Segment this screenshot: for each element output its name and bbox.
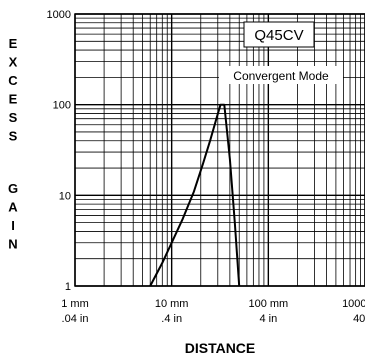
- y-tick-label: 10: [59, 190, 71, 202]
- y-tick-labels: 1 10 100 1000: [47, 9, 71, 293]
- x-tick-label-mm: 10 mm: [155, 298, 189, 310]
- x-tick-label-in: 40 in: [353, 313, 365, 325]
- y-tick-label: 100: [53, 100, 71, 112]
- y-axis-title-letter: X: [9, 55, 18, 70]
- x-tick-labels: 1 mm .04 in 10 mm .4 in 100 mm 4 in 1000 mm 40 …: [61, 298, 365, 325]
- mode-label: Convergent Mode: [233, 69, 329, 83]
- model-label-box: Q45CV: [243, 21, 315, 48]
- grid-major-lines: [74, 13, 365, 287]
- y-axis-title-letter: N: [8, 237, 17, 252]
- y-axis-title-letter: A: [8, 200, 18, 215]
- y-axis-title-letter: E: [9, 92, 18, 107]
- y-axis-title-letter: G: [8, 181, 18, 196]
- y-axis-title-letter: I: [11, 218, 15, 233]
- x-axis-title: DISTANCE: [185, 340, 256, 356]
- plot-frame: [74, 13, 365, 287]
- y-axis-title-letter: C: [8, 73, 18, 88]
- x-tick-label-in: .4 in: [161, 313, 182, 325]
- y-axis-title-letter: E: [9, 36, 18, 51]
- x-tick-label-mm: 100 mm: [248, 298, 288, 310]
- x-tick-label-in: .04 in: [62, 313, 89, 325]
- x-tick-label-in: 4 in: [259, 313, 277, 325]
- model-label: Q45CV: [254, 27, 303, 44]
- grid-minor-lines: [75, 14, 365, 286]
- y-axis-title-letter: S: [9, 110, 18, 125]
- mode-label-background: [219, 66, 343, 84]
- y-tick-label: 1: [65, 281, 71, 293]
- model-label-frame: [243, 21, 315, 48]
- mode-label-box: Convergent Mode: [219, 66, 343, 84]
- y-tick-label: 1000: [47, 9, 71, 21]
- y-axis-title-letter: S: [9, 129, 18, 144]
- x-tick-label-mm: 1 mm: [61, 298, 89, 310]
- excess-gain-curve: [149, 103, 241, 287]
- x-tick-label-mm: 1000 mm: [342, 298, 365, 310]
